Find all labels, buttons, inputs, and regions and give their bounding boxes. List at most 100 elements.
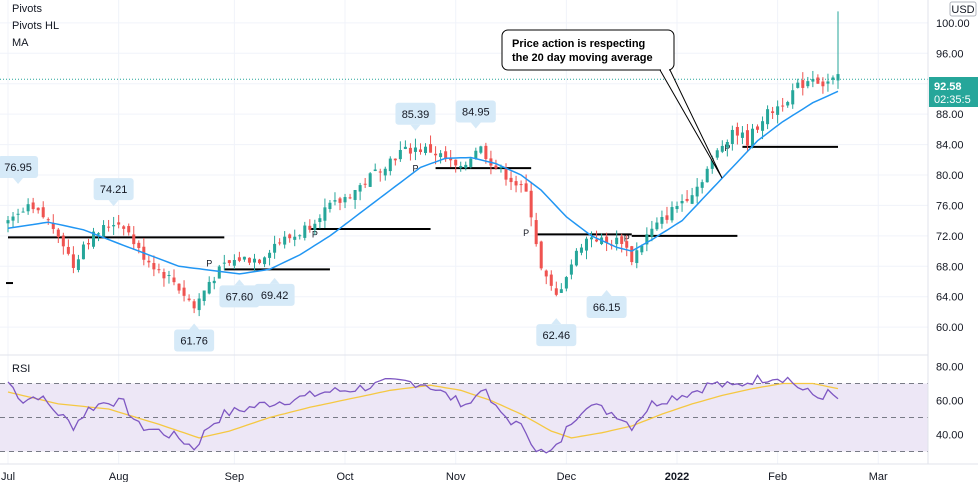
- price-axis[interactable]: 100.0096.0092.0088.0084.0080.0076.0072.0…: [927, 0, 978, 464]
- candle: [157, 263, 161, 274]
- candle: [76, 254, 80, 273]
- candle-body: [237, 257, 241, 261]
- candle-body: [252, 258, 256, 263]
- candle-body: [268, 252, 272, 258]
- candle-body: [328, 202, 332, 210]
- pivot-label-text: 69.42: [261, 290, 289, 302]
- candle-body: [147, 260, 151, 263]
- candle: [690, 187, 694, 205]
- candle-body: [534, 220, 538, 245]
- pivot-high-label: 74.21: [93, 178, 134, 207]
- candle-body: [157, 269, 161, 271]
- candle-body: [479, 146, 483, 153]
- candle: [403, 140, 407, 150]
- candle: [303, 221, 307, 241]
- candle-body: [323, 207, 327, 221]
- candle: [293, 229, 297, 247]
- candle: [383, 166, 387, 181]
- candle-body: [46, 219, 50, 221]
- candle-body: [192, 301, 196, 309]
- candle-body: [816, 77, 820, 84]
- candle: [358, 182, 362, 201]
- candle: [122, 225, 126, 236]
- pivot-label-box: [0, 156, 39, 179]
- candle: [776, 100, 780, 124]
- pivot-label-pointer: [234, 279, 245, 286]
- candle: [66, 239, 70, 256]
- pivot-low-label: 61.76: [174, 323, 215, 352]
- candle: [308, 219, 312, 233]
- candle-body: [660, 217, 664, 224]
- pivot-label-box: [254, 283, 295, 306]
- candle: [519, 180, 523, 193]
- ma-line: [7, 90, 839, 275]
- candle-body: [258, 259, 262, 264]
- last-price-badge: [929, 77, 978, 107]
- candle-body: [102, 225, 106, 237]
- candle-body: [212, 280, 216, 284]
- candlesticks: [6, 11, 840, 317]
- candle: [212, 276, 216, 290]
- candle: [222, 254, 226, 271]
- candle: [635, 242, 639, 269]
- candle: [338, 196, 342, 211]
- candle-body: [710, 157, 714, 169]
- candle: [343, 193, 347, 209]
- candle: [127, 223, 131, 236]
- candle-body: [595, 239, 599, 242]
- time-axis[interactable]: Jul Aug Sep Oct Nov Dec 2022 Feb Mar: [0, 463, 978, 482]
- pivot-label-box: [536, 324, 577, 347]
- candle-body: [650, 228, 654, 237]
- candle: [625, 234, 629, 257]
- candle-body: [363, 183, 367, 185]
- pivot-label-pointer: [551, 318, 562, 325]
- candle: [539, 240, 543, 271]
- candle-body: [469, 158, 473, 167]
- legend-pivots-hl[interactable]: Pivots HL: [12, 20, 60, 32]
- candle-body: [152, 263, 156, 270]
- legend-ma[interactable]: MA: [12, 37, 29, 49]
- candle: [700, 179, 704, 194]
- price-tick-label: 100.00: [936, 18, 970, 30]
- candle: [544, 269, 548, 285]
- pivot-high-label: 84.95: [455, 100, 496, 129]
- candle: [761, 116, 765, 140]
- rsi-line: [7, 374, 839, 454]
- candle-body: [494, 165, 498, 169]
- rsi-ma-line: [7, 382, 839, 439]
- candle-body: [499, 166, 503, 169]
- candle-body: [484, 145, 488, 160]
- candle-body: [197, 298, 201, 311]
- candle-body: [6, 220, 10, 224]
- price-tick-label: 60.00: [936, 322, 964, 334]
- candle-body: [383, 168, 387, 176]
- candle: [368, 172, 372, 188]
- candle: [745, 123, 749, 153]
- candle-body: [61, 235, 65, 247]
- candle-body: [620, 236, 624, 244]
- time-tick-label: Oct: [336, 471, 353, 482]
- candle-body: [635, 250, 639, 264]
- currency-badge[interactable]: [949, 1, 977, 17]
- candle-body: [584, 238, 588, 251]
- candle-body: [117, 222, 121, 225]
- candle: [418, 143, 422, 155]
- candle: [715, 148, 719, 160]
- candle: [263, 256, 267, 268]
- candle: [273, 235, 277, 259]
- candle-body: [680, 201, 684, 204]
- candle: [831, 75, 835, 85]
- candle: [509, 171, 513, 191]
- annotation-line-1: Price action is respecting: [512, 38, 645, 50]
- candle-body: [167, 275, 171, 277]
- candle: [720, 140, 724, 154]
- candle-body: [690, 195, 694, 204]
- candle-body: [202, 290, 206, 302]
- candle: [524, 174, 528, 192]
- candle: [816, 74, 820, 84]
- legend-pivots[interactable]: Pivots: [12, 3, 42, 15]
- candle-body: [388, 158, 392, 172]
- candle-body: [715, 150, 719, 158]
- candle: [650, 220, 654, 242]
